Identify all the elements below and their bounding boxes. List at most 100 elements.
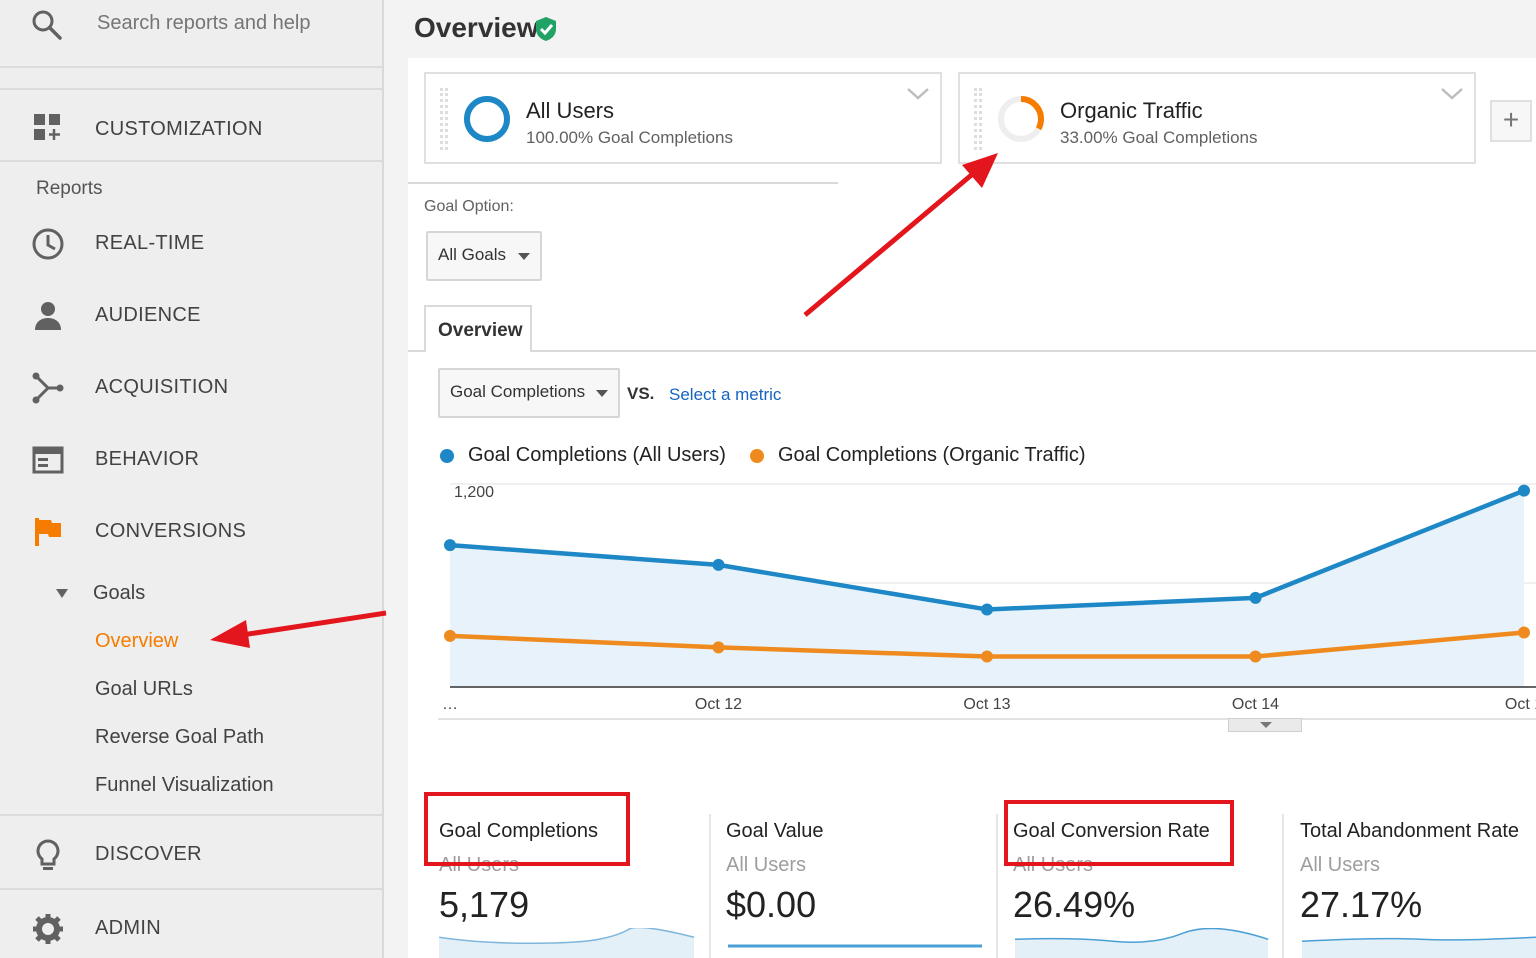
caret-down-icon bbox=[596, 390, 608, 397]
sparkline bbox=[1301, 936, 1536, 958]
window-icon bbox=[32, 446, 64, 474]
sidebar-item-conversions[interactable]: CONVERSIONS bbox=[0, 507, 382, 557]
scorecard-segment: All Users bbox=[1300, 854, 1381, 876]
sparkline bbox=[728, 944, 982, 948]
scorecard-value: 5,179 bbox=[439, 884, 530, 925]
y-tick-label: 1,200 bbox=[454, 484, 494, 501]
x-tick-label: Oct 12 bbox=[695, 696, 742, 713]
legend-label: Goal Completions (All Users) bbox=[468, 444, 726, 466]
funnel-visualization-link[interactable]: Funnel Visualization bbox=[95, 774, 274, 796]
acquisition-icon bbox=[32, 372, 64, 404]
drag-handle[interactable] bbox=[440, 88, 448, 150]
sidebar-item-label: Goals bbox=[93, 582, 146, 604]
scorecard-goal-value[interactable]: Goal Value All Users $0.00 bbox=[726, 808, 996, 958]
data-point[interactable] bbox=[1249, 591, 1262, 604]
data-point[interactable] bbox=[444, 629, 456, 642]
segment-subtitle: 100.00% Goal Completions bbox=[526, 128, 733, 147]
sidebar-item-label: ACQUISITION bbox=[95, 376, 229, 398]
tab-divider bbox=[408, 350, 1536, 352]
segment-name: Organic Traffic bbox=[1060, 98, 1203, 123]
segment-card-organic-traffic[interactable]: Organic Traffic 33.00% Goal Completions bbox=[958, 72, 1476, 164]
divider bbox=[408, 182, 838, 184]
segment-card-all-users[interactable]: All Users 100.00% Goal Completions bbox=[424, 72, 942, 164]
data-point[interactable] bbox=[981, 603, 993, 616]
search-bar[interactable]: Search reports and help bbox=[0, 0, 382, 68]
sidebar-item-customization[interactable]: CUSTOMIZATION bbox=[0, 88, 382, 162]
sidebar-item-behavior[interactable]: BEHAVIOR bbox=[0, 435, 382, 485]
metric-dropdown[interactable]: Goal Completions bbox=[438, 368, 620, 418]
sidebar-item-admin[interactable]: ADMIN bbox=[0, 904, 382, 954]
caret-down-icon bbox=[56, 589, 68, 598]
report-panel: All Users 100.00% Goal Completions Organ… bbox=[408, 58, 1536, 958]
sidebar-item-discover[interactable]: DISCOVER bbox=[0, 830, 382, 880]
divider bbox=[0, 814, 382, 816]
data-point[interactable] bbox=[444, 539, 456, 552]
clock-icon bbox=[32, 228, 64, 260]
segment-name: All Users bbox=[526, 98, 615, 123]
add-segment-button[interactable]: + bbox=[1490, 100, 1532, 142]
x-tick-label: … bbox=[442, 696, 458, 713]
chevron-down-icon[interactable] bbox=[906, 86, 930, 102]
select-metric-link[interactable]: Select a metric bbox=[669, 385, 782, 404]
sidebar-item-goals[interactable]: Goals bbox=[0, 578, 382, 612]
person-icon bbox=[35, 302, 61, 330]
gear-icon bbox=[33, 914, 63, 944]
sparkline bbox=[1014, 928, 1269, 958]
scorecard-total-abandonment-rate[interactable]: Total Abandonment Rate All Users 27.17% bbox=[1300, 808, 1536, 958]
data-point[interactable] bbox=[1518, 484, 1530, 497]
x-tick-label: Oct 13 bbox=[963, 696, 1010, 713]
ring-fill bbox=[464, 96, 510, 142]
data-point[interactable] bbox=[1518, 626, 1530, 639]
search-icon[interactable] bbox=[30, 8, 64, 42]
annotation-highlight-box bbox=[424, 792, 630, 866]
tab-overview[interactable]: Overview bbox=[424, 305, 532, 352]
lightbulb-icon bbox=[36, 839, 60, 870]
tab-label: Overview bbox=[438, 320, 523, 341]
sidebar: Search reports and help CUSTOMIZATION Re… bbox=[0, 0, 384, 958]
segment-ring-icon bbox=[464, 96, 510, 142]
goal-option-dropdown[interactable]: All Goals bbox=[426, 231, 542, 281]
segment-ring-icon bbox=[998, 96, 1044, 142]
sidebar-item-acquisition[interactable]: ACQUISITION bbox=[0, 363, 382, 413]
scorecard-name: Goal Value bbox=[726, 820, 824, 842]
scorecard-value: $0.00 bbox=[726, 884, 817, 925]
search-input[interactable]: Search reports and help bbox=[97, 12, 311, 34]
legend-dot bbox=[750, 449, 764, 463]
ring-fill bbox=[998, 96, 1044, 142]
sidebar-item-label: REAL-TIME bbox=[95, 232, 205, 254]
divider bbox=[709, 814, 711, 958]
divider bbox=[996, 814, 998, 958]
data-point[interactable] bbox=[712, 641, 725, 654]
scorecard-goal-completions[interactable]: Goal Completions All Users 5,179 bbox=[439, 808, 709, 958]
scorecard-segment: All Users bbox=[726, 854, 807, 876]
sidebar-item-label: AUDIENCE bbox=[95, 304, 201, 326]
goals-overview-link[interactable]: Overview bbox=[95, 630, 179, 652]
dropdown-value: Goal Completions bbox=[450, 382, 586, 401]
drag-handle[interactable] bbox=[974, 88, 982, 150]
scorecard-goal-conversion-rate[interactable]: Goal Conversion Rate All Users 26.49% bbox=[1013, 808, 1283, 958]
vs-label: VS. bbox=[627, 384, 655, 403]
sidebar-item-audience[interactable]: AUDIENCE bbox=[0, 291, 382, 341]
scorecard-name: Goal Completions bbox=[439, 820, 598, 842]
data-point[interactable] bbox=[712, 558, 725, 571]
sidebar-item-label: DISCOVER bbox=[95, 843, 202, 865]
area-fill bbox=[450, 490, 1524, 687]
legend-dot bbox=[440, 449, 454, 463]
data-point[interactable] bbox=[1249, 650, 1262, 663]
scorecard-value: 27.17% bbox=[1300, 884, 1423, 925]
divider bbox=[1282, 814, 1284, 958]
x-tick-label: Oct 14 bbox=[1232, 696, 1279, 713]
chart-scroll-handle[interactable] bbox=[1228, 718, 1302, 732]
legend-label: Goal Completions (Organic Traffic) bbox=[778, 444, 1086, 466]
reverse-goal-path-link[interactable]: Reverse Goal Path bbox=[95, 726, 264, 748]
sidebar-item-label: CONVERSIONS bbox=[95, 520, 247, 542]
data-point[interactable] bbox=[981, 650, 993, 663]
chevron-down-icon[interactable] bbox=[1440, 86, 1464, 102]
sparkline bbox=[439, 928, 695, 958]
goal-urls-link[interactable]: Goal URLs bbox=[95, 678, 193, 700]
sidebar-item-realtime[interactable]: REAL-TIME bbox=[0, 219, 382, 269]
dropdown-value: All Goals bbox=[438, 245, 507, 264]
divider bbox=[0, 888, 382, 890]
annotation-highlight-box bbox=[1004, 800, 1234, 866]
